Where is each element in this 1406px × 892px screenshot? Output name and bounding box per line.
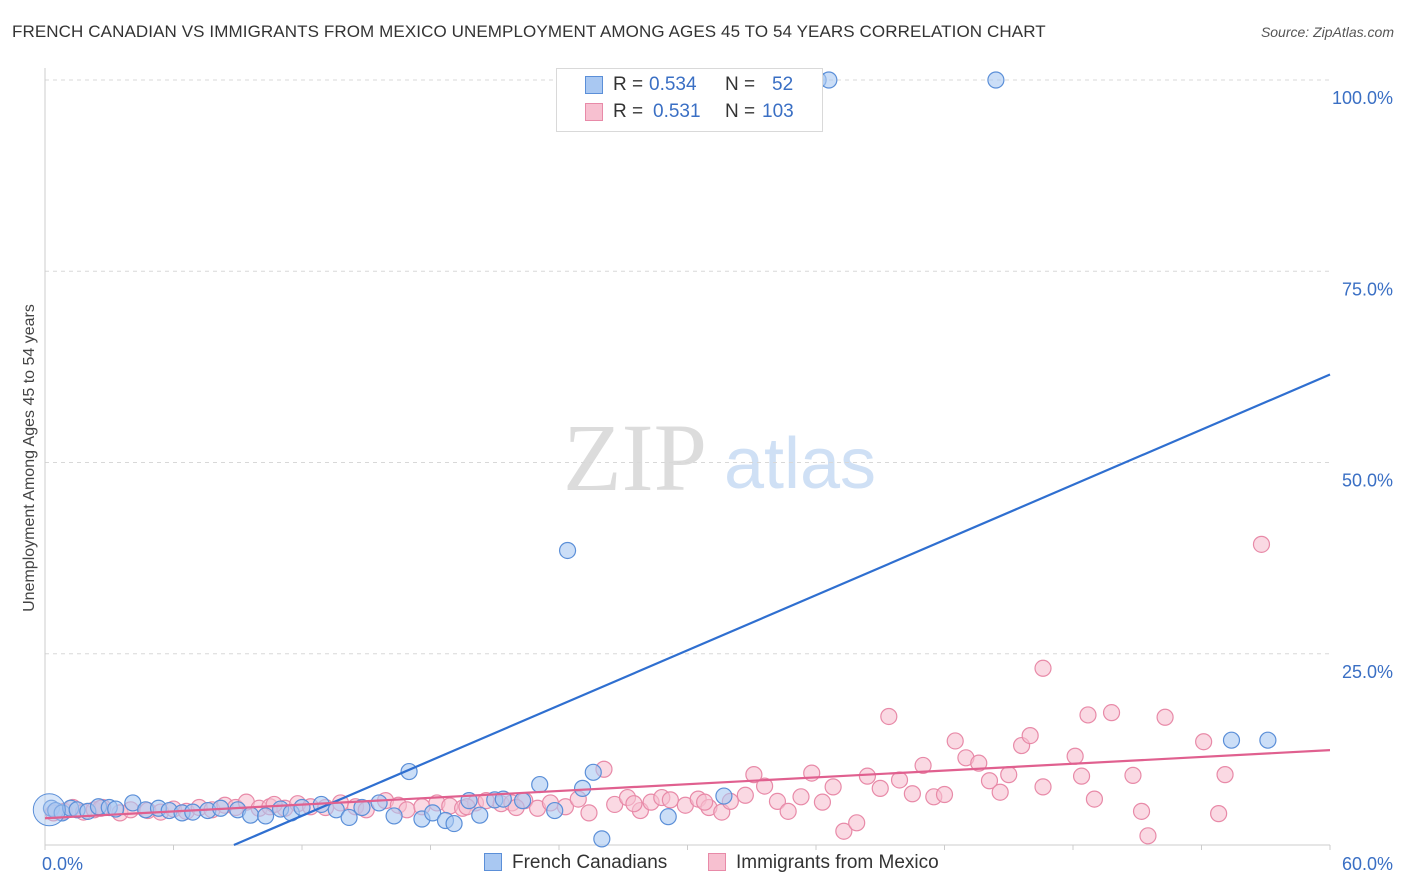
french-canadians-trendline [233,373,1331,847]
r-value: 0.531 [653,101,701,122]
immigrants-mexico-point [1102,704,1121,722]
pink-swatch-icon [585,103,603,121]
immigrants-mexico-point [991,783,1009,801]
y-tick-label: 25.0% [1342,662,1393,682]
immigrants-mexico-point [813,793,832,811]
immigrants-mexico-point [1072,767,1091,785]
immigrants-mexico-point [1079,706,1097,724]
immigrants-mexico-point [1216,766,1234,784]
blue-swatch-icon [484,853,502,871]
immigrants-mexico-point [935,785,954,804]
immigrants-mexico-point [745,766,763,784]
french-canadians-point [242,806,260,824]
blue-swatch-icon [585,76,603,94]
legend-row-french-canadians: R = 0.534 N = 52 [557,73,822,99]
french-canadians-point [584,763,602,781]
immigrants-mexico-point [914,756,932,775]
immigrants-mexico-point [880,707,898,726]
immigrants-mexico-point [824,778,842,796]
y-tick-label: 75.0% [1342,279,1393,299]
immigrants-mexico-point [890,771,909,789]
legend-item-immigrants-mexico[interactable]: Immigrants from Mexico [708,852,939,874]
french-canadians-point [184,803,202,821]
n-value: 52 [772,74,794,95]
y-tick-label: 50.0% [1342,471,1393,491]
immigrants-mexico-point [1132,802,1151,820]
immigrants-mexico-point [1066,747,1084,765]
immigrants-mexico-point [1139,827,1157,845]
immigrants-mexico-point [1034,659,1052,677]
immigrants-mexico-point [768,792,787,810]
immigrants-mexico-point [792,788,810,806]
french-canadians-point [593,830,611,848]
watermark-zip: ZIP [563,404,707,511]
french-canadians-point [471,806,489,824]
immigrants-mexico-point [1000,766,1018,784]
legend-row-immigrants-mexico: R = 0.531 N = 103 [557,100,822,126]
r-label: R = [613,74,644,95]
french-canadians-point [353,798,371,817]
french-canadians-point [424,804,442,822]
legend-item-french-canadians[interactable]: French Canadians [484,852,667,874]
immigrants-mexico-point [1252,535,1271,553]
immigrants-mexico-point [1034,778,1052,796]
immigrants-mexico-point [980,772,999,790]
immigrants-mexico-point [835,822,853,840]
n-label: N = [725,101,756,122]
french-canadians-point [385,807,403,825]
x-tick-label: 60.0% [1342,854,1393,874]
french-canadians-point [558,541,577,560]
french-canadians-point [256,807,275,825]
immigrants-mexico-point [1195,733,1213,751]
immigrants-mexico-point [946,732,964,750]
immigrants-mexico-point [580,804,598,822]
french-canadians-point [340,808,358,827]
r-label: R = [613,101,644,122]
y-tick-label: 100.0% [1332,88,1393,108]
french-canadians-point [531,775,549,794]
immigrants-mexico-point [1210,805,1228,823]
immigrants-mexico-point [1085,790,1104,808]
french-canadians-point [715,787,733,805]
r-value: 0.534 [649,74,697,95]
immigrants-mexico-point [858,767,877,785]
legend-label: Immigrants from Mexico [736,852,939,873]
french-canadians-point [820,71,838,89]
immigrants-mexico-point [970,754,988,772]
immigrants-mexico-trendline [44,749,1331,820]
immigrants-mexico-point [779,802,797,820]
immigrants-mexico-point [848,814,866,832]
french-canadians-point [1222,731,1241,749]
french-canadians-point [370,794,388,812]
french-canadians-point [107,800,125,818]
chart-title: FRENCH CANADIAN VS IMMIGRANTS FROM MEXIC… [12,22,1046,41]
french-canadians-point [987,71,1005,89]
immigrants-mexico-point [736,786,754,804]
immigrants-mexico-point [696,793,714,811]
source-credit: Source: ZipAtlas.com [1260,24,1394,40]
immigrants-mexico-point [903,785,921,803]
immigrants-mexico-point [1021,727,1039,745]
x-tick-label: 0.0% [42,854,83,874]
french-canadians-point [445,814,463,833]
french-canadians-point [546,801,564,820]
n-value: 103 [762,101,794,122]
immigrants-mexico-point [871,779,889,797]
immigrants-mexico-point [755,777,774,795]
french-canadians-point [1259,731,1277,749]
immigrants-mexico-point [1156,708,1174,726]
legend-label: French Canadians [512,852,668,873]
french-canadians-point [513,792,532,810]
n-label: N = [725,74,756,95]
watermark-atlas: atlas [724,424,876,504]
french-canadians-cluster-point [32,793,66,827]
immigrants-mexico-point [1124,766,1142,784]
correlation-legend: R = 0.534 N = 52 R = 0.531 N = 103 [556,68,823,132]
french-canadians-point [659,808,677,826]
immigrants-mexico-point [625,795,643,813]
immigrants-mexico-point [661,791,679,809]
pink-swatch-icon [708,853,726,871]
